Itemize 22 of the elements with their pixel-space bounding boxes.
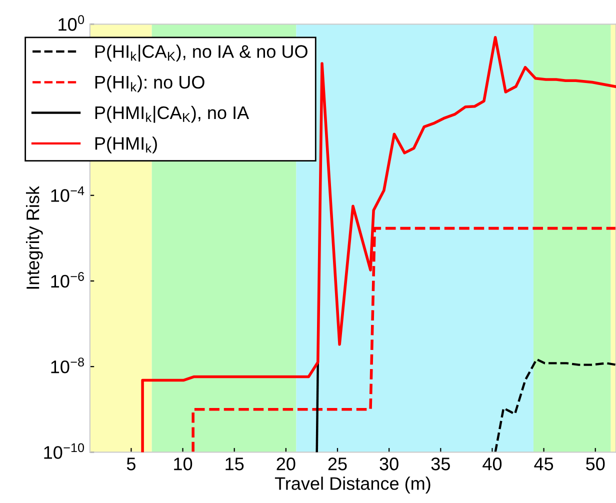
x-tick-label: 45	[534, 458, 554, 470]
y-tick-label: 10$^{−10}$	[44, 443, 84, 459]
x-axis-title: Travel Distance (m)	[274, 476, 430, 494]
x-tick-label: 10	[174, 458, 192, 470]
legend-label: P(HI$_{k}$): no UO	[95, 75, 204, 92]
y-tick-label: 10$^{−4}$	[51, 186, 84, 202]
line-series	[494, 358, 616, 452]
x-tick-label: 5	[126, 458, 136, 470]
legend-label: P(HMI$_{k}$|CA$_{K}$), no IA	[95, 106, 250, 123]
y-tick-label: 10$^{0}$	[58, 15, 84, 31]
x-tick-label: 40	[482, 458, 502, 470]
y-axis-title: Integrity Risk	[26, 186, 43, 289]
legend-label: P(HMI$_{k}$)	[95, 136, 157, 154]
y-tick-label: 10$^{−8}$	[51, 358, 84, 374]
x-tick-label: 35	[431, 458, 450, 470]
x-tick-label: 25	[328, 458, 347, 470]
legend-label: P(HI$_{k}$|CA$_{K}$), no IA & no UO	[95, 44, 308, 62]
x-tick-label: 15	[226, 458, 244, 470]
x-tick-label: 50	[586, 458, 605, 470]
y-tick-label: 10$^{−6}$	[51, 272, 84, 288]
x-tick-label: 30	[380, 458, 398, 470]
x-tick-label: 20	[276, 458, 296, 470]
